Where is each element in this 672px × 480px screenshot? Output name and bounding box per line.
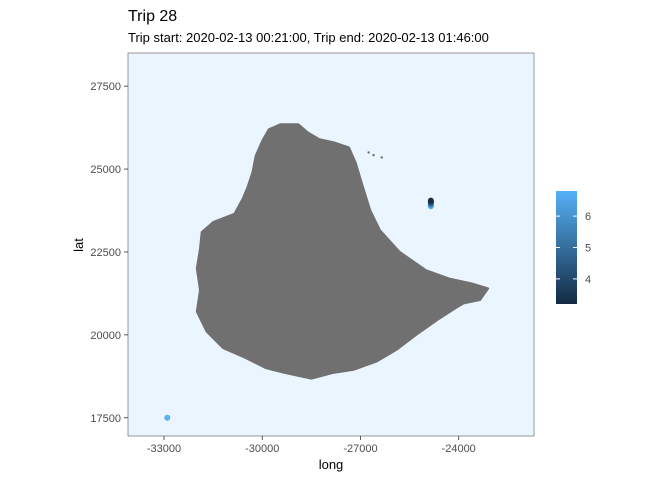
color-legend-bar (556, 191, 577, 304)
legend-tick-label: 4 (585, 274, 591, 286)
y-tick-label: 25000 (90, 164, 121, 176)
x-axis-title: long (319, 457, 344, 472)
data-point (427, 197, 434, 204)
land-layer (195, 123, 490, 380)
islet (452, 280, 455, 284)
x-axis: -33000 -30000 -27000 -24000 (147, 436, 476, 455)
legend-tick-label: 5 (585, 243, 591, 255)
x-tick-label: -33000 (147, 443, 181, 455)
chart-subtitle: Trip start: 2020-02-13 00:21:00, Trip en… (128, 30, 489, 45)
islet (380, 156, 383, 159)
x-tick-label: -24000 (442, 443, 476, 455)
data-point (164, 414, 171, 421)
points-layer (164, 197, 434, 421)
islet (457, 303, 460, 307)
islet (357, 172, 361, 176)
y-axis: 17500 20000 22500 25000 27500 (90, 81, 128, 425)
chart-title: Trip 28 (128, 8, 177, 25)
y-tick-label: 20000 (90, 330, 121, 342)
x-tick-label: -30000 (245, 443, 279, 455)
legend-tick-label: 6 (585, 211, 591, 223)
color-legend-ticks: 4 5 6 (556, 211, 591, 286)
color-legend: 4 5 6 (556, 191, 591, 304)
islet (367, 151, 370, 154)
y-tick-label: 27500 (90, 81, 121, 93)
y-axis-title: lat (71, 238, 86, 252)
y-tick-label: 22500 (90, 247, 121, 259)
islet (372, 153, 375, 157)
land-mass (195, 123, 490, 380)
y-tick-label: 17500 (90, 413, 121, 425)
x-tick-label: -27000 (343, 443, 377, 455)
islet (444, 295, 447, 298)
